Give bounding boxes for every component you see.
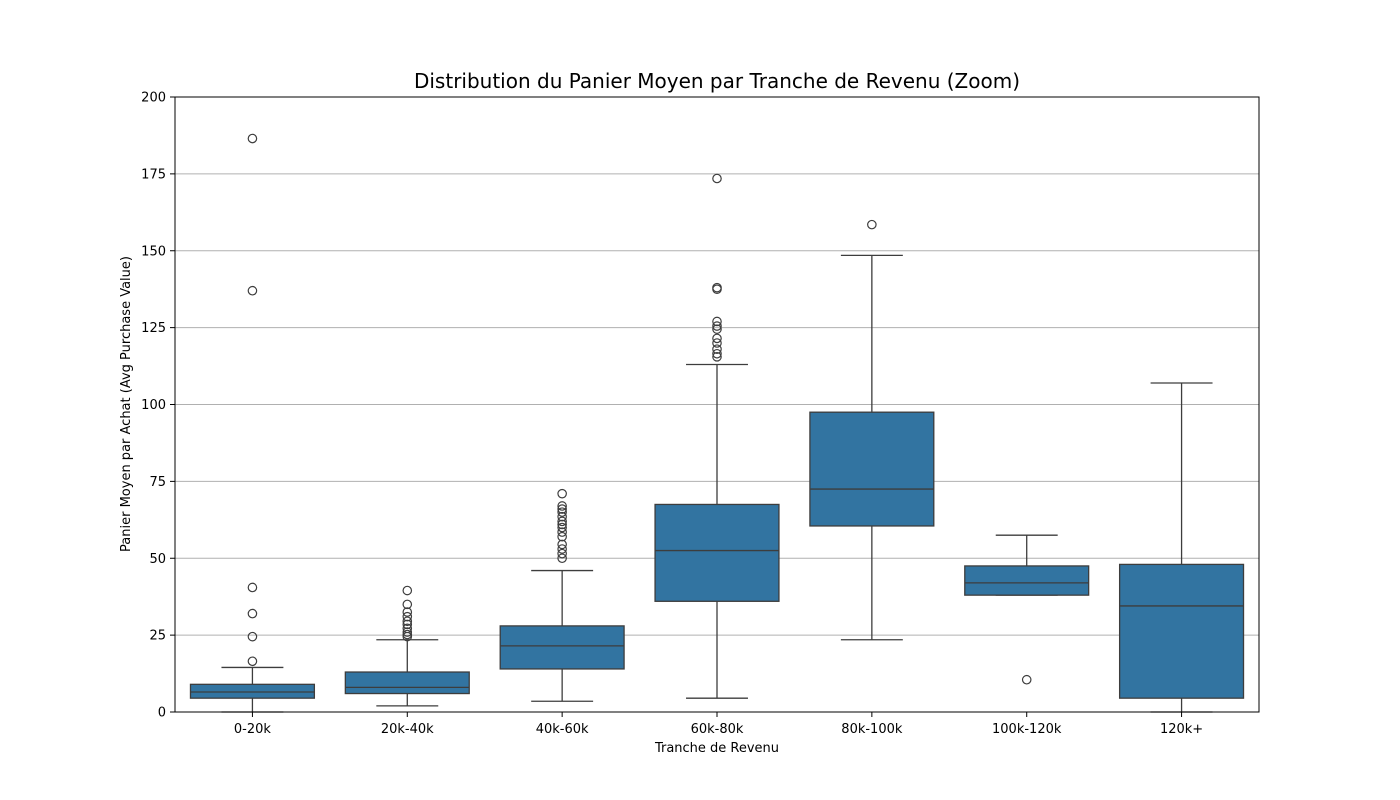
x-tick-label-0-20k: 0-20k <box>234 722 272 737</box>
outlier-20k-40k-3 <box>402 623 413 634</box>
outlier-40k-60k-13 <box>557 488 567 499</box>
x-tick-label-120k+: 120k+ <box>1160 722 1203 737</box>
outlier-80k-100k-0 <box>867 219 877 230</box>
box-body-120k+ <box>1118 563 1245 699</box>
outlier-20k-40k-7 <box>402 607 413 617</box>
outlier-40k-60k-12 <box>557 501 567 511</box>
outlier-100k-120k-0 <box>1021 674 1032 685</box>
outlier-0-20k-0 <box>247 656 258 667</box>
outlier-40k-60k-5 <box>557 527 567 537</box>
box-body-0-20k <box>189 683 316 699</box>
box-120k+ <box>1118 382 1245 713</box>
outlier-60k-80k-9 <box>712 282 722 293</box>
outlier-20k-40k-6 <box>402 611 413 622</box>
box-100k-120k <box>964 534 1090 685</box>
plot-layer <box>189 133 1245 713</box>
outlier-60k-80k-2 <box>712 344 722 354</box>
outlier-20k-40k-5 <box>402 616 413 627</box>
outlier-0-20k-2 <box>247 608 258 619</box>
outlier-40k-60k-6 <box>557 522 567 533</box>
y-tick-label-175: 175 <box>141 167 166 182</box>
y-tick-label-50: 50 <box>149 552 166 567</box>
outlier-60k-80k-1 <box>712 348 722 359</box>
box-20k-40k <box>344 585 470 707</box>
outlier-40k-60k-3 <box>557 539 567 550</box>
outlier-40k-60k-7 <box>557 519 567 530</box>
outlier-40k-60k-11 <box>557 504 567 514</box>
outlier-60k-80k-10 <box>712 173 722 184</box>
outlier-60k-80k-5 <box>712 324 722 334</box>
x-tick-label-40k-60k: 40k-60k <box>536 722 589 737</box>
outlier-20k-40k-1 <box>402 629 413 640</box>
x-tick-label-100k-120k: 100k-120k <box>992 722 1062 737</box>
outlier-40k-60k-0 <box>557 553 567 564</box>
y-tick-label-0: 0 <box>158 706 166 721</box>
box-60k-80k <box>654 173 780 699</box>
outlier-40k-60k-9 <box>557 511 567 522</box>
outlier-20k-40k-2 <box>402 627 413 637</box>
outlier-0-20k-1 <box>247 631 258 642</box>
outlier-40k-60k-1 <box>557 548 567 559</box>
outlier-60k-80k-4 <box>712 333 722 344</box>
outlier-60k-80k-0 <box>712 352 722 362</box>
outlier-40k-60k-2 <box>557 544 567 554</box>
y-tick-label-200: 200 <box>141 91 166 106</box>
outlier-40k-60k-10 <box>557 507 567 517</box>
outlier-60k-80k-7 <box>712 316 722 327</box>
outlier-60k-80k-6 <box>712 321 722 331</box>
x-tick-label-60k-80k: 60k-80k <box>691 722 744 737</box>
outlier-20k-40k-4 <box>402 619 413 630</box>
y-tick-label-25: 25 <box>149 629 166 644</box>
outlier-0-20k-4 <box>247 285 258 296</box>
box-0-20k <box>189 133 316 713</box>
x-tick-label-80k-100k: 80k-100k <box>841 722 903 737</box>
outlier-20k-40k-8 <box>402 599 413 610</box>
y-tick-label-100: 100 <box>141 398 166 413</box>
outlier-0-20k-3 <box>247 582 258 593</box>
box-body-100k-120k <box>964 565 1090 596</box>
axis-layer: 0-20k 20k-40k 40k-60k 60k-80k 80k-100k 100k-1… <box>141 91 1260 737</box>
y-tick-label-125: 125 <box>141 321 166 336</box>
x-axis-label: Tranche de Revenu <box>654 741 779 756</box>
plot-frame <box>174 96 1260 713</box>
y-axis-label: Panier Moyen par Achat (Avg Purchase Val… <box>119 256 134 552</box>
box-80k-100k <box>809 219 935 641</box>
box-40k-60k <box>499 488 625 702</box>
box-body-20k-40k <box>344 671 470 695</box>
y-tick-label-75: 75 <box>149 475 166 490</box>
outlier-20k-40k-9 <box>402 585 413 596</box>
outlier-60k-80k-3 <box>712 338 722 348</box>
outlier-40k-60k-4 <box>557 531 567 542</box>
box-body-60k-80k <box>654 503 780 602</box>
outlier-0-20k-5 <box>247 133 258 144</box>
y-tick-label-150: 150 <box>141 244 166 259</box>
box-body-80k-100k <box>809 411 935 527</box>
x-tick-label-20k-40k: 20k-40k <box>381 722 434 737</box>
chart-title: Distribution du Panier Moyen par Tranche… <box>414 69 1020 93</box>
box-body-40k-60k <box>499 625 625 670</box>
outlier-40k-60k-8 <box>557 516 567 527</box>
